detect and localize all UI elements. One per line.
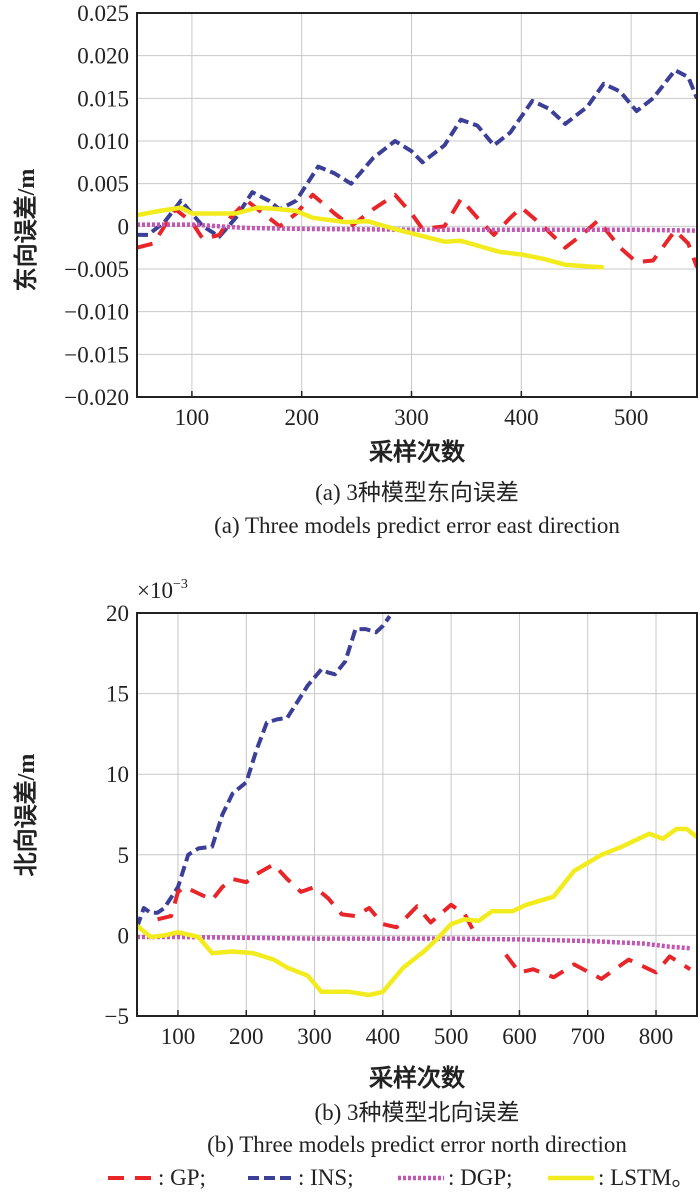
east-caption-en: (a) Three models predict error east dire… bbox=[214, 513, 620, 538]
north-caption-en: (b) Three models predict error north dir… bbox=[207, 1132, 627, 1157]
x-tick-label: 600 bbox=[502, 1024, 537, 1049]
x-tick-label: 200 bbox=[229, 1024, 264, 1049]
series-ins-line bbox=[137, 615, 392, 928]
y-tick-label: −0.015 bbox=[64, 342, 129, 367]
east-ylabel: 东向误差/m bbox=[12, 169, 40, 292]
series-dgp-line bbox=[137, 934, 691, 951]
legend-label-gp: : GP; bbox=[158, 1165, 206, 1190]
y-tick-label: −5 bbox=[105, 1004, 129, 1029]
y-tick-label: 20 bbox=[106, 601, 129, 626]
y-tick-label: −0.010 bbox=[64, 300, 129, 325]
north-xlabel: 采样次数 bbox=[369, 1064, 466, 1092]
series-ins-line bbox=[137, 68, 697, 239]
legend: : GP; : INS; : DGP; : LSTM。 bbox=[108, 1165, 694, 1190]
x-tick-label: 400 bbox=[504, 405, 539, 430]
y-tick-label: 0.005 bbox=[77, 172, 129, 197]
x-tick-label: 200 bbox=[284, 405, 319, 430]
east-caption-cn: (a) 3种模型东向误差 bbox=[315, 480, 519, 505]
series-gp-line bbox=[137, 192, 697, 268]
y-tick-label: 10 bbox=[106, 762, 129, 787]
x-tick-label: 400 bbox=[366, 1024, 401, 1049]
y-tick-label: 0 bbox=[118, 214, 130, 239]
series-lstm-line bbox=[137, 205, 604, 270]
north-exponent: ×10−3 bbox=[137, 577, 188, 603]
legend-label-dgp: : DGP; bbox=[448, 1165, 513, 1190]
y-tick-label: 0.020 bbox=[77, 44, 129, 69]
north-ylabel: 北向误差/m bbox=[12, 754, 40, 877]
north-exponent-base: ×10 bbox=[137, 578, 173, 603]
series-gp-line bbox=[157, 862, 692, 981]
x-tick-label: 800 bbox=[639, 1024, 674, 1049]
x-tick-label: 500 bbox=[614, 405, 649, 430]
north-exponent-power: −3 bbox=[173, 577, 188, 592]
series-lstm-line bbox=[137, 826, 697, 998]
y-tick-label: 0.010 bbox=[77, 129, 129, 154]
y-tick-label: 15 bbox=[106, 682, 129, 707]
x-tick-label: 700 bbox=[570, 1024, 605, 1049]
y-tick-label: −0.005 bbox=[64, 257, 129, 282]
axes-box bbox=[136, 12, 698, 398]
east-error-plot: 100 200 300 400 500 0.025 0.020 0.015 0.010 0.005… bbox=[12, 1, 698, 430]
y-tick-label: 0.025 bbox=[77, 1, 129, 26]
y-tick-label: 0.015 bbox=[77, 86, 129, 111]
axes-box bbox=[136, 612, 698, 1017]
y-tick-label: 5 bbox=[118, 843, 130, 868]
x-tick-label: 500 bbox=[434, 1024, 469, 1049]
x-tick-label: 100 bbox=[175, 405, 210, 430]
series-dgp-line bbox=[137, 222, 697, 233]
x-tick-label: 100 bbox=[161, 1024, 196, 1049]
north-caption-cn: (b) 3种模型北向误差 bbox=[314, 1100, 519, 1125]
legend-label-ins: : INS; bbox=[298, 1165, 354, 1190]
y-tick-label: −0.020 bbox=[64, 385, 129, 410]
y-tick-label: 0 bbox=[118, 923, 130, 948]
north-error-plot: 100 200 300 400 500 600 700 800 20 15 10 5 0 −5 北向误差/m bbox=[12, 601, 698, 1049]
east-xlabel: 采样次数 bbox=[369, 438, 466, 466]
legend-label-lstm: : LSTM。 bbox=[598, 1165, 694, 1190]
x-tick-label: 300 bbox=[394, 405, 429, 430]
x-tick-label: 300 bbox=[297, 1024, 332, 1049]
